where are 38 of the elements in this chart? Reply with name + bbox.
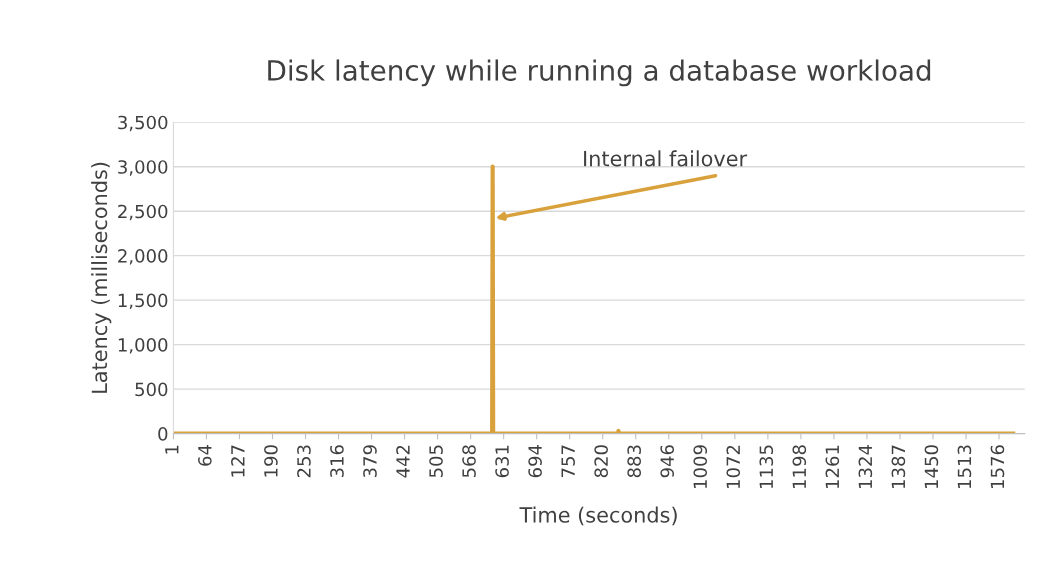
x-tick-label: 1387 — [891, 445, 906, 488]
x-tick-label: 1009 — [693, 445, 708, 488]
chart-title: Disk latency while running a database workload — [268, 59, 931, 87]
x-tick-label: 1072 — [726, 445, 741, 488]
y-tick-label: 500 — [135, 382, 168, 397]
x-tick-label: 1261 — [825, 445, 840, 488]
x-tick-label: 190 — [264, 445, 278, 477]
y-tick-label: 3,500 — [118, 115, 168, 132]
x-tick-label: 316 — [330, 445, 344, 478]
x-tick-label: 820 — [594, 445, 608, 478]
x-tick-label: 1135 — [759, 445, 774, 488]
x-tick-label: 946 — [660, 445, 675, 478]
x-tick-label: 1513 — [957, 445, 972, 488]
x-tick-label: 568 — [462, 445, 476, 478]
x-tick-label: 127 — [231, 445, 245, 477]
x-tick-label: 1 — [165, 445, 179, 454]
x-tick-label: 757 — [561, 445, 575, 477]
x-tick-label: 442 — [396, 445, 410, 478]
annotation: Internal failover — [584, 150, 748, 167]
x-tick-label: 1198 — [792, 445, 807, 488]
x-tick-label: 379 — [363, 445, 377, 478]
y-tick-label: 3,000 — [118, 160, 168, 176]
x-tick-label: 1324 — [858, 445, 873, 488]
x-tick-label: 694 — [528, 445, 542, 478]
x-tick-label: 631 — [495, 445, 509, 478]
x-tick-label: 1576 — [990, 445, 1005, 488]
y-tick-label: 2,500 — [118, 204, 168, 221]
x-tick-label: 505 — [429, 445, 443, 478]
y-tick-label: 2,000 — [118, 249, 168, 265]
x-axis-title: Time (seconds) — [519, 506, 677, 526]
x-tick-label: 64 — [198, 445, 212, 466]
x-tick-label: 883 — [627, 445, 641, 478]
x-tick-label: 253 — [297, 445, 311, 478]
y-tick-label: 0 — [158, 427, 168, 441]
y-tick-label: 1,000 — [118, 338, 168, 354]
x-tick-label: 1450 — [924, 445, 939, 488]
y-axis-title: Latency (milliseconds) — [91, 162, 112, 393]
y-tick-label: 1,500 — [118, 293, 168, 310]
